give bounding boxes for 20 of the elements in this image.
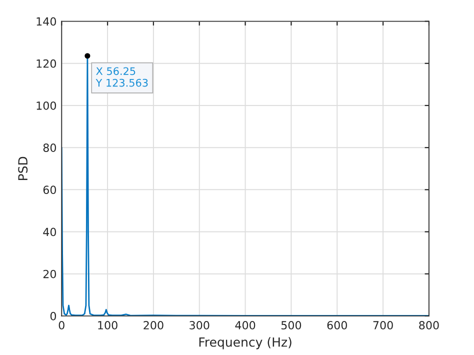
- y-tick-label: 60: [43, 186, 56, 194]
- x-tick-label: 300: [190, 321, 210, 330]
- y-tick-label: 80: [43, 144, 56, 152]
- y-tick-label: 40: [43, 228, 56, 236]
- y-tick-label: 100: [36, 101, 56, 110]
- x-tick-label: 600: [327, 321, 347, 330]
- x-tick-label: 200: [144, 321, 164, 330]
- x-tick-label: 0: [58, 321, 64, 330]
- y-tick-label: 20: [43, 270, 56, 278]
- y-tick-label: 140: [36, 17, 56, 26]
- annotation: X 56.25 Y 123.563: [96, 67, 148, 87]
- y-axis-title: PSD: [18, 156, 28, 180]
- x-tick-label: 100: [98, 321, 118, 330]
- x-axis-title: Frequency (Hz): [199, 337, 292, 350]
- x-tick-label: 700: [373, 321, 393, 330]
- y-tick-label: 120: [36, 59, 56, 68]
- x-tick-label: 400: [235, 321, 256, 330]
- y-tick-label: 0: [50, 312, 56, 320]
- x-tick-label: 800: [419, 321, 439, 330]
- x-tick-label: 500: [281, 321, 302, 330]
